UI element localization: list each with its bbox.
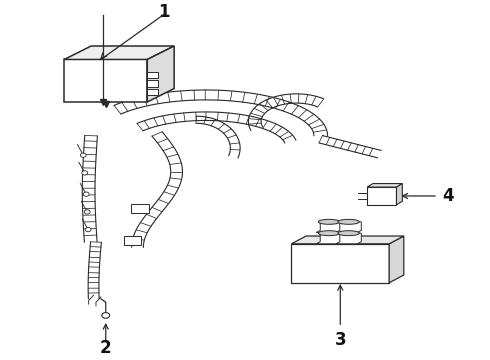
Polygon shape bbox=[248, 94, 324, 130]
Polygon shape bbox=[389, 236, 404, 283]
Circle shape bbox=[84, 210, 90, 214]
Polygon shape bbox=[147, 72, 158, 78]
Ellipse shape bbox=[338, 231, 359, 236]
Circle shape bbox=[80, 153, 86, 157]
Circle shape bbox=[83, 192, 89, 196]
Polygon shape bbox=[317, 222, 342, 233]
Polygon shape bbox=[64, 59, 147, 102]
Polygon shape bbox=[88, 242, 101, 299]
Text: 1: 1 bbox=[159, 3, 170, 21]
Polygon shape bbox=[147, 89, 158, 95]
Polygon shape bbox=[137, 112, 296, 143]
Polygon shape bbox=[132, 132, 182, 247]
Polygon shape bbox=[196, 116, 240, 158]
Polygon shape bbox=[147, 80, 158, 87]
Polygon shape bbox=[336, 222, 361, 233]
Ellipse shape bbox=[318, 231, 340, 236]
Polygon shape bbox=[82, 135, 98, 242]
Polygon shape bbox=[64, 46, 174, 59]
Ellipse shape bbox=[318, 219, 340, 224]
Text: 4: 4 bbox=[442, 187, 454, 205]
Polygon shape bbox=[367, 187, 396, 205]
Polygon shape bbox=[336, 233, 361, 244]
Polygon shape bbox=[367, 184, 402, 187]
Polygon shape bbox=[317, 233, 342, 244]
Text: 3: 3 bbox=[335, 331, 346, 349]
Circle shape bbox=[102, 312, 110, 318]
Text: 2: 2 bbox=[100, 339, 112, 357]
Polygon shape bbox=[319, 136, 381, 158]
Circle shape bbox=[85, 228, 91, 232]
Polygon shape bbox=[396, 184, 402, 205]
Polygon shape bbox=[114, 90, 328, 136]
Polygon shape bbox=[131, 204, 149, 213]
Polygon shape bbox=[124, 236, 142, 244]
Polygon shape bbox=[292, 236, 404, 244]
Polygon shape bbox=[147, 46, 174, 102]
Circle shape bbox=[82, 171, 88, 175]
Polygon shape bbox=[292, 244, 389, 283]
Ellipse shape bbox=[338, 219, 359, 224]
